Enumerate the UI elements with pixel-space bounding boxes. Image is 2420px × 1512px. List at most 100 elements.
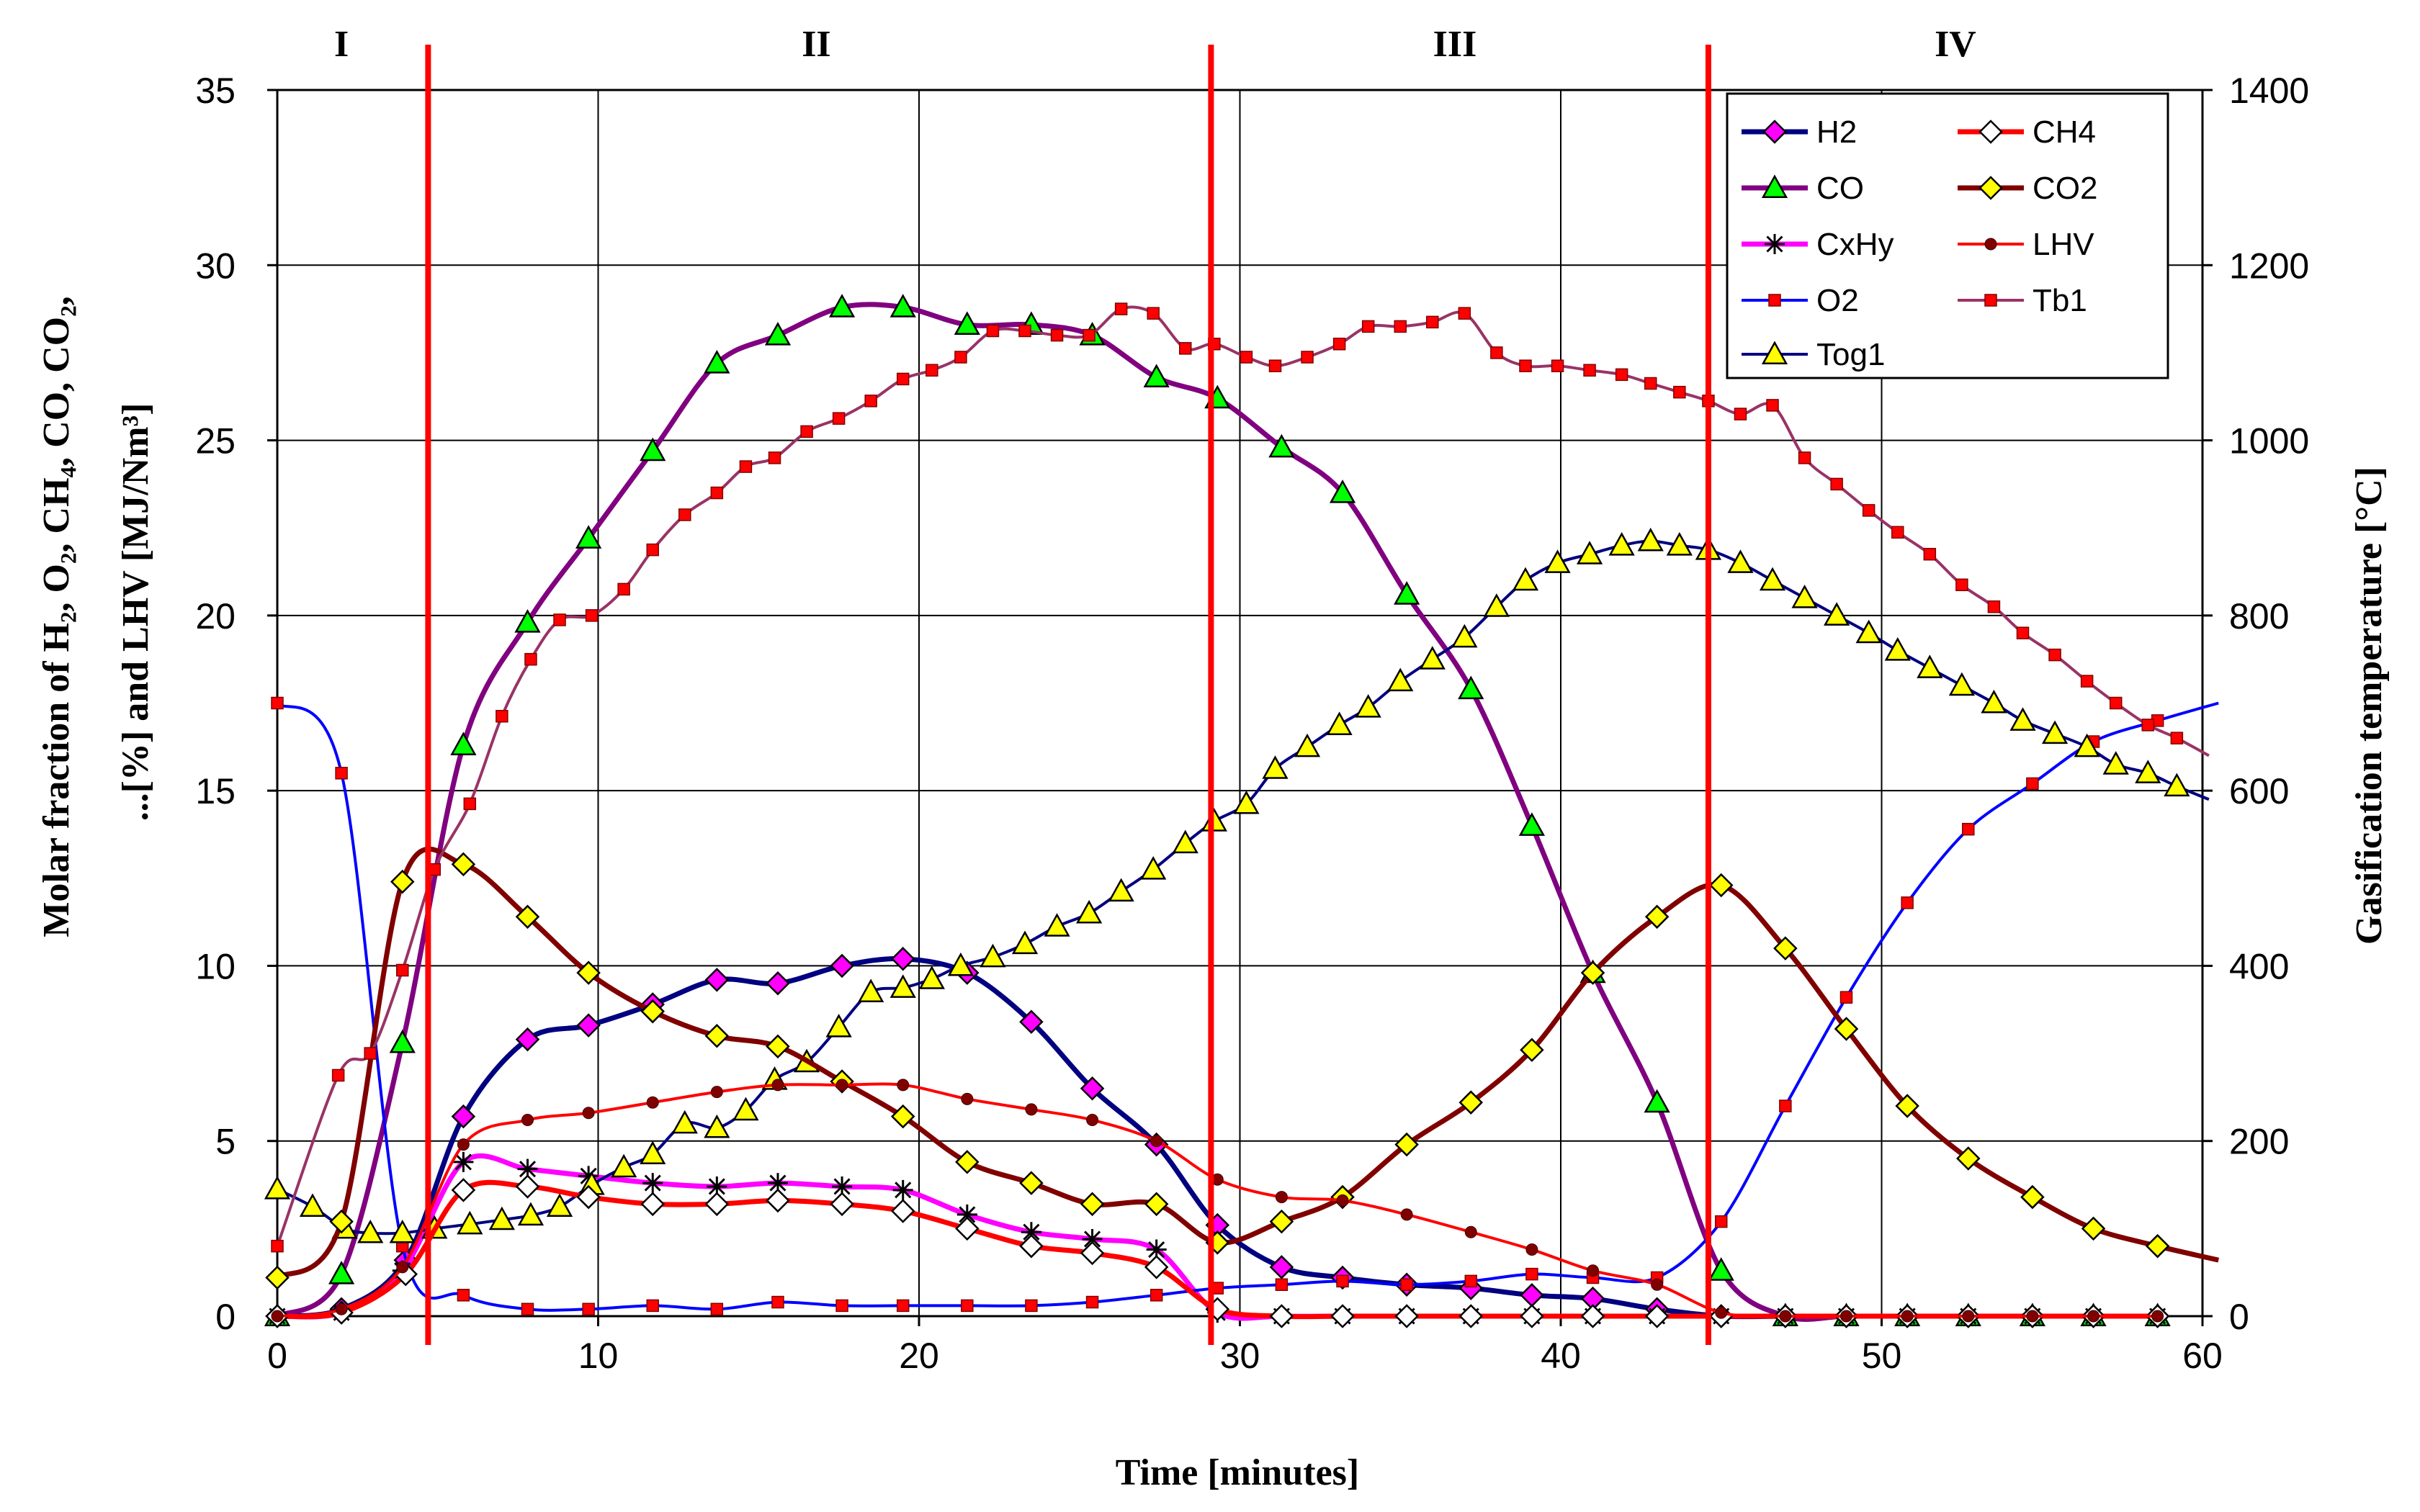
data-point-tog1 bbox=[457, 1210, 483, 1235]
data-point-cxhy bbox=[707, 1176, 727, 1197]
legend-entry-co2: CO2 bbox=[1958, 171, 2097, 206]
data-point-lhv bbox=[1715, 1306, 1728, 1319]
data-point-tog1 bbox=[1262, 755, 1289, 779]
data-point-tog1 bbox=[1044, 913, 1070, 937]
x-tick-label: 30 bbox=[1220, 1336, 1260, 1376]
data-point-tb1 bbox=[1147, 307, 1160, 320]
phase-label: IV bbox=[1935, 24, 1976, 65]
data-point-tog1 bbox=[1172, 829, 1198, 854]
data-point-co2 bbox=[515, 904, 540, 930]
data-point-tog1 bbox=[546, 1193, 573, 1217]
data-point-tb1 bbox=[739, 460, 753, 473]
data-point-tb1 bbox=[1458, 307, 1471, 320]
data-point-tb1 bbox=[271, 1239, 284, 1253]
data-point-tog1 bbox=[1451, 624, 1478, 648]
data-point-tog1 bbox=[825, 1014, 852, 1038]
series-tb1 bbox=[271, 302, 2210, 1253]
legend-entry-o2: O2 bbox=[1742, 283, 1859, 318]
x-tick-label: 60 bbox=[2182, 1336, 2223, 1376]
data-point-ch4 bbox=[1458, 1304, 1484, 1328]
data-point-co bbox=[704, 349, 730, 374]
data-point-tog1 bbox=[1512, 567, 1539, 591]
data-point-lhv bbox=[897, 1079, 910, 1092]
data-point-tb1 bbox=[1551, 359, 1564, 372]
axis-ticks: 0 10 20 30 40 50 60051015202530350200400600800… bbox=[195, 71, 2309, 1376]
data-point-tb1 bbox=[2109, 696, 2123, 710]
y-left-tick-label: 35 bbox=[195, 71, 236, 111]
data-point-lhv bbox=[1336, 1194, 1349, 1207]
data-point-co2 bbox=[265, 1265, 290, 1290]
data-point-o2 bbox=[896, 1299, 910, 1313]
y-right-tick-label: 400 bbox=[2229, 946, 2289, 986]
data-point-o2 bbox=[1275, 1278, 1289, 1291]
series-h2 bbox=[265, 946, 2170, 1328]
data-point-lhv bbox=[1086, 1114, 1099, 1127]
series-line-co bbox=[276, 302, 2158, 1322]
data-point-co2 bbox=[1144, 1192, 1169, 1217]
data-point-tb1 bbox=[800, 425, 813, 438]
data-point-tb1 bbox=[954, 351, 967, 364]
data-point-tog1 bbox=[264, 1176, 291, 1200]
data-point-lhv bbox=[710, 1086, 723, 1099]
legend-swatch-marker bbox=[1984, 238, 1997, 251]
data-point-o2 bbox=[1525, 1267, 1538, 1281]
data-point-tog1 bbox=[517, 1202, 544, 1226]
data-point-cxhy bbox=[642, 1173, 663, 1194]
series-line-tb1 bbox=[276, 305, 2210, 1247]
data-point-tb1 bbox=[524, 652, 537, 666]
data-point-tb1 bbox=[1734, 408, 1747, 420]
data-point-co2 bbox=[640, 999, 666, 1024]
data-point-co bbox=[389, 1029, 416, 1053]
phase-label: III bbox=[1433, 24, 1477, 65]
y-right-tick-label: 800 bbox=[2229, 596, 2289, 636]
data-point-co2 bbox=[704, 1023, 730, 1048]
data-point-h2 bbox=[766, 971, 790, 996]
data-point-cxhy bbox=[517, 1158, 538, 1179]
data-point-tb1 bbox=[1240, 351, 1253, 364]
data-point-o2 bbox=[835, 1299, 848, 1313]
legend: H2 CH4 CO CO2 CxHy LHV O2 Tb1 Tog1 bbox=[1726, 92, 2169, 379]
legend-entry-ch4: CH4 bbox=[1958, 114, 2096, 150]
data-point-tb1 bbox=[364, 1047, 377, 1060]
data-point-o2 bbox=[1779, 1099, 1792, 1112]
data-point-tb1 bbox=[678, 508, 691, 521]
data-point-h2 bbox=[1080, 1076, 1105, 1101]
data-point-tog1 bbox=[889, 974, 916, 998]
data-point-co bbox=[640, 437, 666, 462]
data-point-tog1 bbox=[704, 1114, 730, 1138]
data-point-tb1 bbox=[1891, 526, 1904, 539]
data-point-tog1 bbox=[1326, 711, 1353, 735]
data-point-o2 bbox=[582, 1302, 595, 1316]
data-point-tb1 bbox=[1361, 320, 1375, 333]
data-point-co2 bbox=[1458, 1090, 1484, 1115]
data-point-tb1 bbox=[1987, 600, 2001, 613]
legend-entry-lhv: LHV bbox=[1958, 227, 2094, 262]
data-point-lhv bbox=[2151, 1310, 2164, 1323]
data-point-tb1 bbox=[1766, 399, 1779, 412]
legend-entry-h2: H2 bbox=[1742, 114, 1857, 150]
data-point-tb1 bbox=[1644, 377, 1657, 390]
data-point-h2 bbox=[890, 946, 915, 971]
x-tick-label: 20 bbox=[899, 1336, 939, 1376]
data-point-tb1 bbox=[1490, 346, 1503, 359]
legend-items: H2 CH4 CO CO2 CxHy LHV O2 Tb1 Tog1 bbox=[1742, 114, 2097, 372]
data-point-co bbox=[1518, 812, 1546, 836]
data-point-co2 bbox=[1520, 1038, 1544, 1062]
data-point-o2 bbox=[1025, 1299, 1038, 1313]
data-point-tb1 bbox=[896, 372, 910, 386]
data-point-tb1 bbox=[1583, 364, 1596, 377]
data-point-cxhy bbox=[1146, 1239, 1167, 1260]
data-point-tb1 bbox=[1830, 477, 1843, 491]
y-right-tick-label: 1200 bbox=[2229, 246, 2309, 286]
data-point-tb1 bbox=[2048, 648, 2061, 662]
legend-entry-co: CO bbox=[1742, 171, 1864, 206]
legend-label: CH4 bbox=[2033, 114, 2096, 150]
data-point-co2 bbox=[766, 1034, 790, 1059]
data-point-h2 bbox=[1019, 1009, 1044, 1035]
data-point-o2 bbox=[1336, 1274, 1349, 1288]
data-point-ch4 bbox=[576, 1184, 601, 1210]
data-point-co2 bbox=[1773, 936, 1798, 960]
legend-swatch-marker bbox=[1978, 120, 2003, 144]
data-point-co2 bbox=[2020, 1184, 2045, 1210]
